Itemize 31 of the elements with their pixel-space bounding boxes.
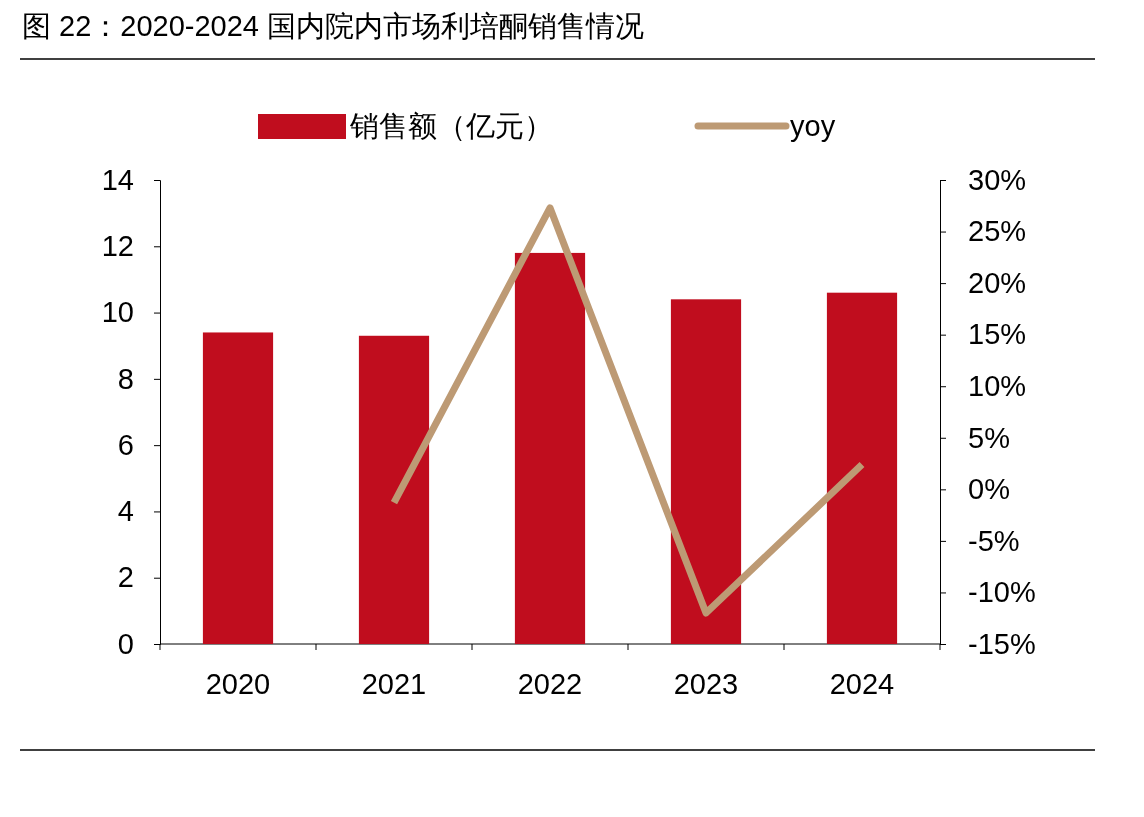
bar — [514, 252, 586, 644]
y2-tick-label: 30% — [968, 163, 1027, 196]
y-tick-label: 4 — [117, 495, 134, 528]
x-tick-label: 2024 — [829, 668, 895, 700]
bar — [670, 299, 742, 644]
x-tick-label: 2023 — [673, 668, 739, 700]
chart-title: 图 22：2020-2024 国内院内市场利培酮销售情况 — [22, 10, 645, 42]
y-tick-label: 10 — [101, 296, 134, 329]
bar — [826, 292, 898, 644]
x-tick-label: 2022 — [517, 668, 583, 700]
legend-label: yoy — [790, 110, 836, 142]
y2-tick-label: 5% — [968, 421, 1010, 454]
y-tick-label: 0 — [117, 627, 134, 660]
y2-tick-label: 25% — [968, 215, 1027, 248]
y-tick-label: 8 — [117, 362, 134, 395]
y-tick-label: 6 — [117, 428, 134, 461]
y2-tick-label: -10% — [968, 576, 1036, 609]
y-tick-label: 12 — [101, 230, 134, 263]
y-tick-label: 2 — [117, 561, 134, 594]
y2-tick-label: 20% — [968, 266, 1027, 299]
x-tick-label: 2020 — [205, 668, 271, 700]
legend-label: 销售额（亿元） — [349, 110, 553, 142]
bar — [202, 332, 274, 644]
y2-tick-label: 15% — [968, 318, 1027, 351]
y-tick-label: 14 — [101, 163, 134, 196]
y2-tick-label: 0% — [968, 473, 1010, 506]
x-tick-label: 2021 — [361, 668, 427, 700]
y2-tick-label: -5% — [968, 524, 1020, 557]
y2-tick-label: -15% — [968, 627, 1036, 660]
y2-tick-label: 10% — [968, 370, 1027, 402]
bar — [358, 335, 430, 644]
